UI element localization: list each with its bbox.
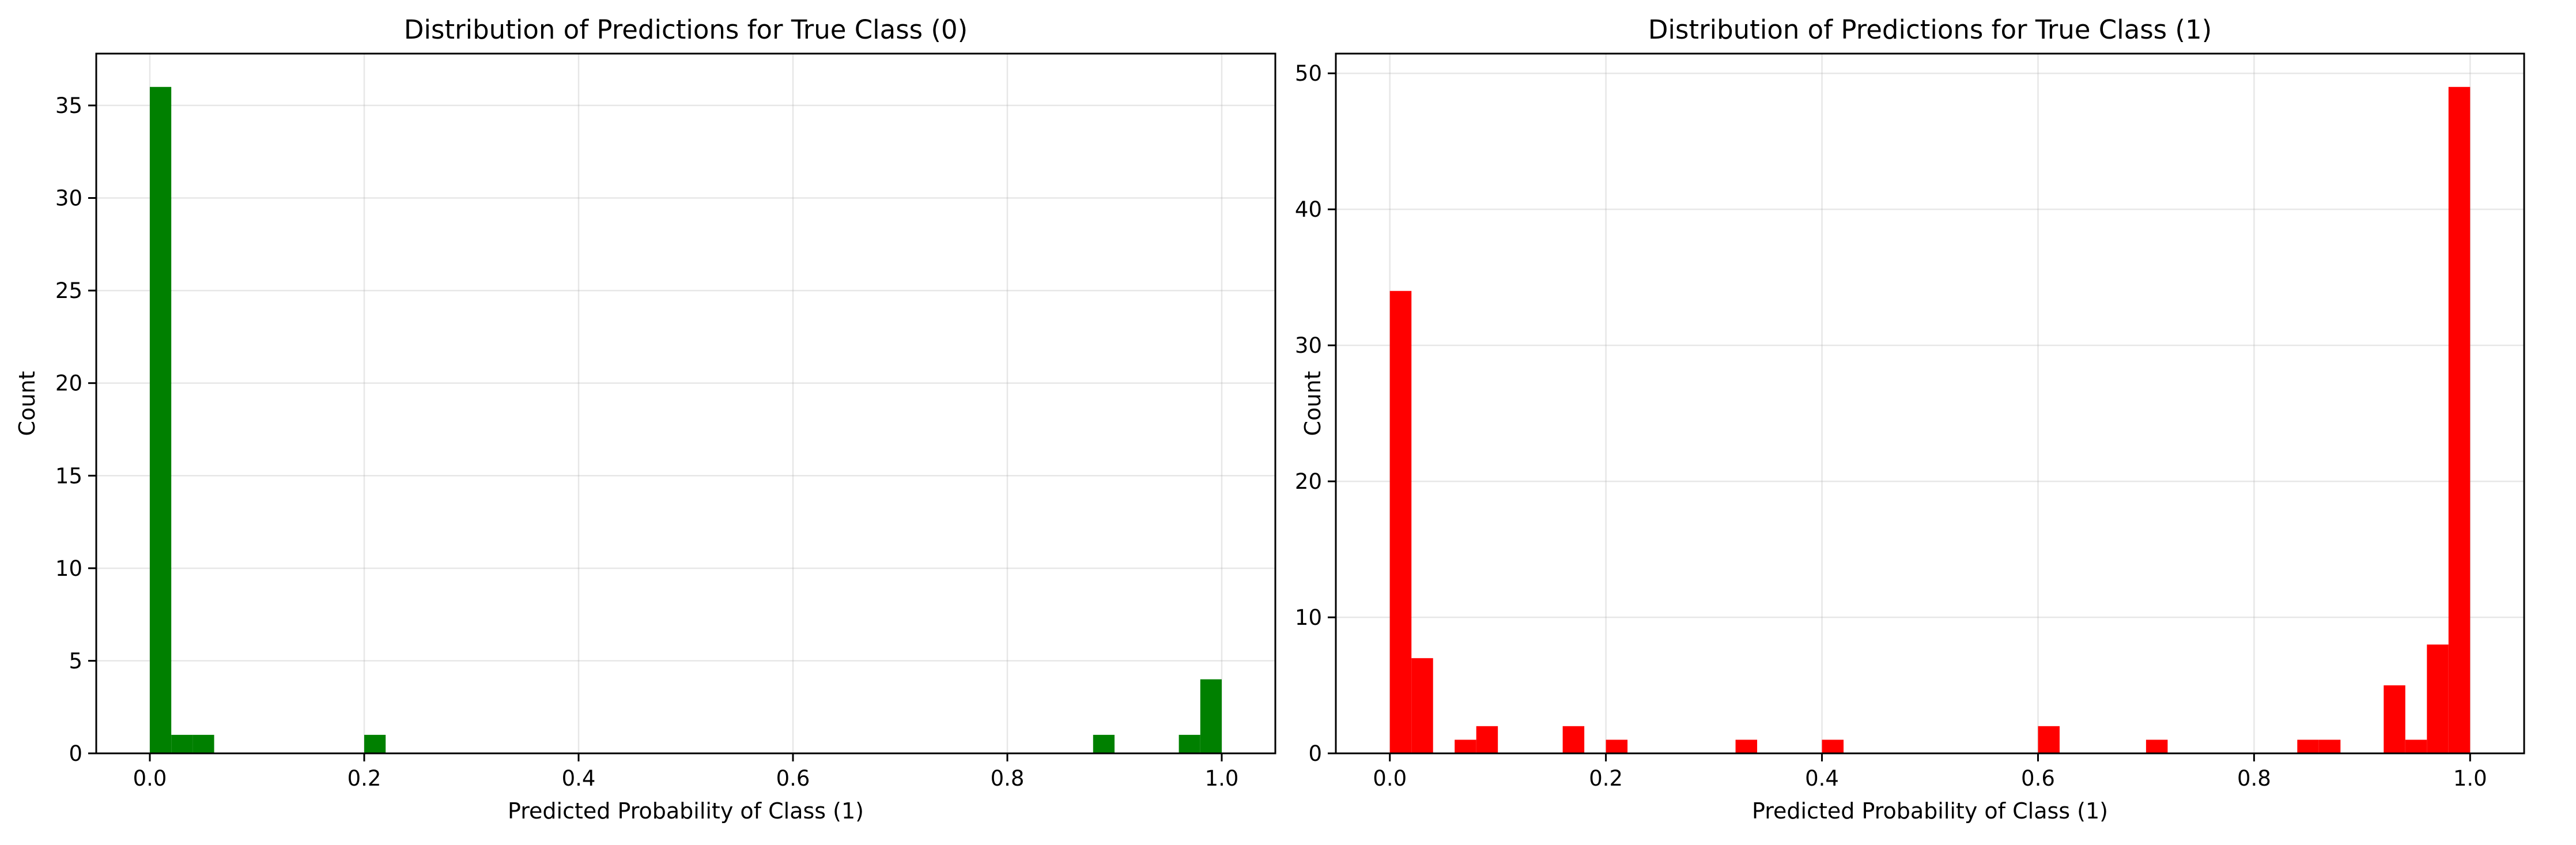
right-y-tick-label: 40	[1295, 197, 1322, 222]
left-y-tick-label: 35	[55, 93, 82, 118]
right-x-ticks: 0.0 0.2 0.4 0.6 0.8 1.0	[1373, 753, 2487, 791]
left-axes-frame	[95, 52, 1276, 755]
left-histogram-bar	[192, 734, 214, 753]
right-x-tick-label: 0.6	[2021, 766, 2055, 791]
right-y-tick-label: 20	[1295, 469, 1322, 494]
right-y-tick-label: 0	[1308, 741, 1322, 766]
right-histogram-bar	[2297, 740, 2319, 753]
left-y-tick-label: 10	[55, 556, 82, 581]
left-histogram-bar	[1093, 734, 1115, 753]
right-histogram-bar	[2146, 740, 2168, 753]
right-chart-title: Distribution of Predictions for True Cla…	[1648, 14, 2212, 45]
left-y-tick-label: 30	[55, 186, 82, 211]
right-y-tick-label: 30	[1295, 333, 1322, 358]
right-histogram-bar	[2405, 740, 2427, 753]
right-histogram-bar	[1411, 658, 1433, 753]
left-x-tick-label: 0.6	[776, 766, 810, 791]
left-bars	[150, 86, 1222, 753]
left-x-tick-label: 0.2	[348, 766, 382, 791]
left-y-tick-label: 20	[55, 371, 82, 396]
left-grid	[96, 54, 1275, 755]
left-x-tick-label: 1.0	[1205, 766, 1239, 791]
right-histogram-bar	[1735, 740, 1758, 753]
right-histogram-bar	[2427, 644, 2449, 753]
left-histogram-bar	[150, 86, 172, 753]
right-histogram-bar	[1822, 740, 1844, 753]
right-histogram-bar	[1389, 291, 1412, 754]
right-x-tick-label: 1.0	[2453, 766, 2487, 791]
left-y-axis-label: Count	[14, 371, 40, 436]
right-histogram-panel: 0.0 0.2 0.4 0.6 0.8 1.0 0 10 20 30 40 50 Distribut…	[1295, 14, 2525, 824]
right-y-tick-label: 10	[1295, 605, 1322, 630]
right-y-ticks: 0 10 20 30 40 50	[1295, 61, 1336, 766]
right-y-axis-label: Count	[1300, 371, 1325, 436]
right-histogram-bar	[1455, 740, 1476, 753]
right-x-tick-label: 0.2	[1589, 766, 1623, 791]
right-histogram-bar	[1476, 726, 1498, 753]
right-axes-frame	[1335, 52, 2525, 755]
left-chart-title: Distribution of Predictions for True Cla…	[404, 14, 968, 45]
right-histogram-bar	[2448, 86, 2471, 753]
left-y-tick-label: 0	[69, 741, 82, 766]
left-y-ticks: 0 5 10 15 20 25 30 35	[55, 93, 96, 766]
right-histogram-bar	[1562, 726, 1585, 753]
right-histogram-bar	[1606, 740, 1628, 753]
right-bars	[1389, 86, 2471, 754]
left-y-tick-label: 25	[55, 278, 82, 303]
right-histogram-bar	[2038, 726, 2060, 753]
right-x-axis-label: Predicted Probability of Class (1)	[1752, 798, 2108, 824]
left-x-ticks: 0.0 0.2 0.4 0.6 0.8 1.0	[133, 753, 1239, 791]
left-histogram-bar	[364, 734, 386, 753]
left-y-tick-label: 15	[55, 463, 82, 488]
right-histogram-bar	[2384, 685, 2405, 753]
left-histogram-bar	[1179, 734, 1200, 753]
right-x-tick-label: 0.8	[2237, 766, 2271, 791]
right-y-tick-label: 50	[1295, 61, 1322, 86]
left-x-tick-label: 0.0	[133, 766, 167, 791]
right-x-tick-label: 0.0	[1373, 766, 1407, 791]
right-grid	[1336, 54, 2524, 755]
left-x-tick-label: 0.8	[991, 766, 1025, 791]
left-x-axis-label: Predicted Probability of Class (1)	[508, 798, 864, 824]
left-histogram-panel: 0.0 0.2 0.4 0.6 0.8 1.0 0 5 10 15 20 25 30 35 Distri…	[14, 14, 1276, 824]
left-x-tick-label: 0.4	[562, 766, 596, 791]
left-histogram-bar	[1200, 679, 1222, 753]
left-histogram-bar	[171, 734, 193, 753]
right-x-tick-label: 0.4	[1805, 766, 1839, 791]
left-y-tick-label: 5	[69, 648, 82, 673]
right-histogram-bar	[2318, 740, 2341, 753]
